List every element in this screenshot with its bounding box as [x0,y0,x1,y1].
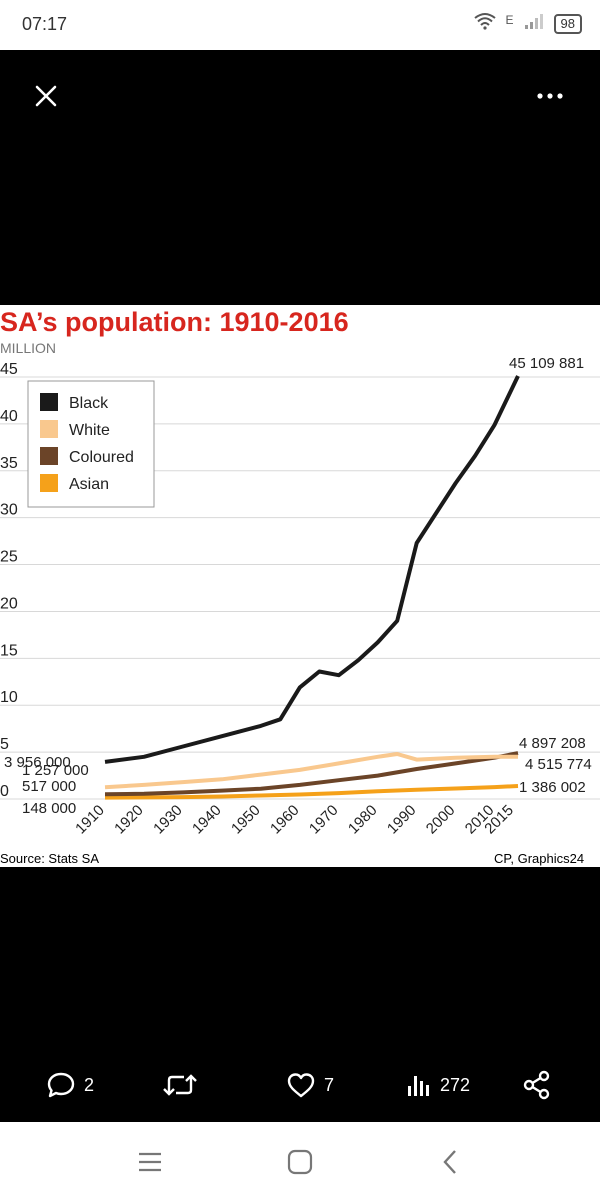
chart-source: Source: Stats SA [0,851,99,866]
system-nav-bar [0,1122,600,1200]
x-tick-label: 1910 [72,802,108,838]
close-icon [35,85,57,107]
recent-apps-button[interactable] [130,1144,170,1180]
legend-label: White [69,422,110,439]
legend-label: Asian [69,476,109,493]
signal-icon [524,13,544,34]
x-tick-label: 1940 [189,802,225,838]
y-tick-label: 45 [0,361,18,378]
chart-legend: Black White Coloured Asian [27,380,155,508]
chart-grid [0,376,600,800]
y-tick-label: 20 [0,595,18,612]
status-time: 07:17 [22,14,68,34]
legend-label: Black [69,395,109,412]
legend-swatch [40,420,58,438]
chart-credit: CP, Graphics24 [494,851,584,866]
retweet-button[interactable] [162,1060,206,1110]
legend-label: Coloured [69,449,134,466]
legend-swatch [40,447,58,465]
series-line-white [104,752,519,790]
x-tick-label: 1950 [228,802,264,838]
like-icon [287,1073,315,1098]
x-tick-label: 1970 [306,802,342,838]
end-value-label: 4 897 208 [519,735,586,752]
end-value-label: 1 386 002 [519,779,586,796]
status-bar: 07:17 E 98 [0,0,600,50]
x-tick-label: 1930 [150,802,186,838]
views-button[interactable]: 272 [406,1060,470,1110]
legend-swatch [40,393,58,411]
y-tick-label: 5 [0,736,9,753]
back-button[interactable] [430,1144,470,1180]
home-button[interactable] [280,1144,320,1180]
tweet-actions: 2 7 272 [0,1060,600,1110]
y-tick-label: 30 [0,502,18,519]
y-tick-label: 15 [0,642,18,659]
end-value-label: 4 515 774 [525,756,592,773]
chart-title: SA’s population: 1910-2016 [0,307,349,337]
chart-y-ticks: 0 5 10 15 20 25 30 35 40 45 [0,361,18,800]
media-viewer-toolbar [0,50,600,110]
start-value-label: 3 956 000 [4,754,71,771]
x-tick-label: 1980 [345,802,381,838]
y-tick-label: 35 [0,455,18,472]
start-value-label: 148 000 [22,800,76,817]
chart-ylabel: MILLION [0,340,56,356]
start-value-label: 517 000 [22,778,76,795]
y-tick-label: 10 [0,689,18,706]
y-tick-label: 40 [0,408,18,425]
media-image: SA’s population: 1910-2016 MILLION 0 5 10 1… [0,305,600,867]
start-value-label: 1 257 000 [22,762,89,779]
chart-x-ticks: 1910 1920 1930 1940 1950 1960 1970 1980 1990 2000… [72,802,517,838]
like-count: 7 [324,1074,335,1095]
reply-count: 2 [84,1074,95,1095]
share-icon [523,1070,550,1100]
series-line-black [104,375,520,764]
recent-apps-icon [139,1152,161,1172]
population-chart: SA’s population: 1910-2016 MILLION 0 5 10 1… [0,307,600,866]
like-button[interactable]: 7 [286,1060,334,1110]
back-icon [443,1150,456,1174]
series-line-coloured [104,751,519,797]
wifi-icon [473,12,496,35]
end-value-label: 45 109 881 [509,355,584,372]
network-type-label: E [505,12,514,27]
reply-button[interactable]: 2 [46,1060,94,1110]
retweet-icon [163,1074,197,1096]
chart-series [104,375,520,800]
views-count: 272 [440,1074,471,1095]
x-tick-label: 1990 [384,802,420,838]
more-options-icon [537,93,563,99]
status-icons: E 98 [473,12,582,35]
x-tick-label: 1920 [111,802,147,838]
more-options-button[interactable] [530,80,570,112]
home-icon [287,1149,313,1175]
y-tick-label: 0 [0,783,9,800]
y-tick-label: 25 [0,549,18,566]
legend-swatch [40,474,58,492]
close-button[interactable] [30,80,62,112]
x-tick-label: 1960 [267,802,303,838]
views-icon [408,1076,429,1096]
x-tick-label: 2000 [423,802,459,838]
battery-icon: 98 [553,13,582,34]
reply-icon [47,1072,75,1098]
series-line-asian [104,784,519,800]
share-button[interactable] [522,1060,552,1110]
